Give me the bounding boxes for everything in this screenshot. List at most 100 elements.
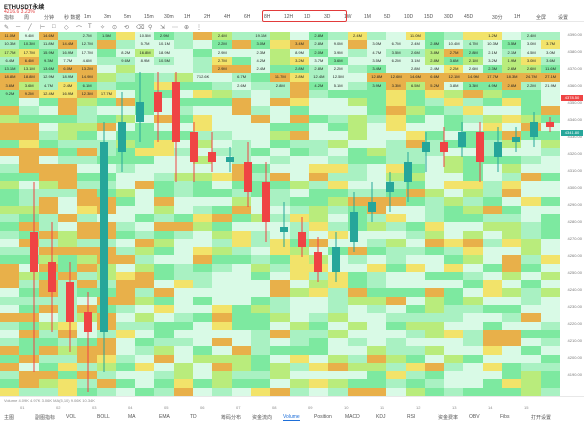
drawing-tool-icon-5[interactable]: ◇ [64,25,69,31]
timeframe-8[interactable]: 30m [164,14,174,20]
top-right-item-3[interactable]: 设置 [558,15,569,21]
top-right-item-2[interactable]: 全屏 [536,15,547,21]
timeframe-6[interactable]: 5m [124,14,131,20]
drawing-tool-icon-14[interactable]: ⋯ [172,25,178,31]
heatmap-cell [463,255,484,265]
drawing-tool-icon-15[interactable]: ⊕ [184,25,190,31]
timeframe-5[interactable]: 3m [104,14,111,20]
heatmap-cell [386,238,406,248]
heatmap-cell [19,288,40,298]
timeframe-1[interactable]: 周 [24,15,30,21]
top-right-item-1[interactable]: 1H [514,14,521,20]
indicator-tab-6[interactable]: TD [190,414,197,420]
symbol-title[interactable]: ETHUSDT永续 [4,5,45,11]
heatmap-cell [328,346,349,356]
heatmap-cell [193,263,213,273]
heatmap-cell: 3.8M [444,81,464,91]
drawing-tool-icon-0[interactable]: ✎ [4,25,10,31]
heatmap-cell [231,40,252,50]
indicator-tab-7[interactable]: 筹码分布 [221,415,242,421]
timeframe-22[interactable]: 30D [444,14,454,20]
drawing-tool-icon-10[interactable]: ⟲ [124,25,130,31]
heatmap-cell: 2.1M [502,48,522,58]
indicator-tab-3[interactable]: BOLL [97,414,110,420]
drawing-tool-icon-11[interactable]: ⌫ [136,25,145,31]
heatmap-cell [270,305,291,314]
timeframe-12[interactable]: 6H [244,14,251,20]
timeframe-7[interactable]: 15m [144,14,154,20]
indicator-tab-4[interactable]: MA [128,414,136,420]
heatmap-cell [251,81,271,91]
timeframe-17[interactable]: 1W [344,14,352,20]
drawing-tool-icon-16[interactable]: ⋮ [196,25,202,31]
timeframe-18[interactable]: 1M [364,14,371,20]
heatmap-cell: 2.9M [212,48,233,58]
heatmap-cell [212,238,233,248]
timeframe-20[interactable]: 10D [404,14,414,20]
drawing-tool-icon-1[interactable]: ─ [16,24,21,30]
drawing-tool-icon-2[interactable]: ╱ [28,25,32,31]
heatmap-cell [289,89,310,99]
indicator-tab-2[interactable]: VOL [66,414,77,420]
timeframe-23[interactable]: 45D [464,14,474,20]
heatmap-cell [521,156,542,165]
heatmap-cell [115,230,136,240]
chart-plot-area[interactable]: 11.0M 9.4M 14.6M 2.7M 1.5M 10.5M 2.9M 2.4M 19.1M… [0,32,560,396]
heatmap-cell [0,280,20,289]
indicator-tab-13[interactable]: RSI [407,414,416,420]
heatmap-cell [231,114,252,124]
timeframe-4[interactable]: 1m [84,14,91,20]
indicator-tab-5[interactable]: EMA [159,414,170,420]
heatmap-cell: 2.4M [405,40,426,50]
heatmap-cell [328,106,349,116]
timeframe-16[interactable]: 3D [324,14,331,20]
timeframe-9[interactable]: 1H [184,14,191,20]
heatmap-cell: 14.4M [57,40,78,50]
drawing-tool-icon-13[interactable]: ⇲ [160,25,166,31]
timeframe-21[interactable]: 15D [424,14,434,20]
top-right-item-0[interactable]: 30分 [492,15,503,21]
heatmap-cell [231,305,252,314]
timeframe-0[interactable]: 指标 [4,15,15,21]
drawing-tool-icon-6[interactable]: ⌒ [76,27,83,33]
indicator-tab-16[interactable]: Fibs [500,414,510,420]
indicator-tab-12[interactable]: KDJ [376,414,386,420]
indicator-tab-8[interactable]: 资金流向 [252,415,273,421]
drawing-tool-icon-4[interactable]: □ [52,24,56,30]
heatmap-cell: 1.9M [502,56,522,66]
indicator-tab-0[interactable]: 主图 [4,415,15,421]
timeframe-3[interactable]: 秒 数据 [64,15,81,21]
timeframe-19[interactable]: 5D [384,14,391,20]
heatmap-cell [193,371,213,380]
indicator-tab-11[interactable]: MACD [345,414,360,420]
drawing-tool-icon-7[interactable]: T [88,24,92,30]
timeframe-11[interactable]: 4H [224,14,231,20]
heatmap-cell [540,338,560,347]
timeframe-2[interactable]: 分钟 [44,15,55,21]
timeframe-15[interactable]: 1D [304,14,311,20]
indicator-tab-10[interactable]: Position [314,414,332,420]
price-axis[interactable]: 4390.00 4380.00 4370.00 4360.00 4350.00 4340.… [560,32,584,396]
heatmap-cell [405,180,426,190]
indicator-tab-17[interactable]: 打开设置 [531,415,552,421]
timeframe-14[interactable]: 12H [284,14,294,20]
timeframe-10[interactable]: 2H [204,14,211,20]
drawing-tool-icon-8[interactable]: ✧ [100,25,106,31]
indicator-tab-15[interactable]: OBV [469,414,480,420]
drawing-tool-icon-3[interactable]: ⊢ [40,25,46,31]
indicator-tab-9[interactable]: Volume [283,414,300,421]
heatmap-cell [193,106,213,116]
drawing-tool-icon-12[interactable]: ⚲ [148,25,153,31]
heatmap-cell [424,387,445,396]
drawing-tool-icon-9[interactable]: ⊙ [112,25,118,31]
heatmap-cell [270,164,291,174]
heatmap-cell [57,139,78,149]
heatmap-cell [308,230,329,240]
indicator-tab-1[interactable]: 副图指标 [35,415,56,421]
timeframe-13[interactable]: 8H [264,14,271,20]
heatmap-cell [154,230,175,240]
heatmap-cell [386,288,406,298]
heatmap-cell [19,189,40,198]
indicator-tab-14[interactable]: 资金费率 [438,415,459,421]
heatmap-cell [96,329,117,339]
